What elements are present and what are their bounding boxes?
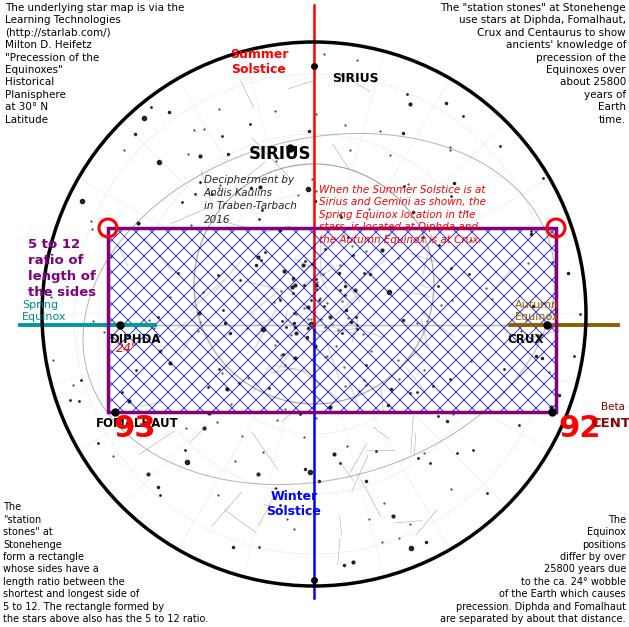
Text: SIRIUS: SIRIUS (249, 145, 311, 163)
Text: Spring
Equinox: Spring Equinox (22, 300, 67, 322)
Text: Decipherment by
Andis Kaulins
in Traben-Tarbach
2016: Decipherment by Andis Kaulins in Traben-… (204, 175, 297, 224)
Text: The
"station
stones" at
Stonehenge
form a rectangle
whose sides have a
length ra: The "station stones" at Stonehenge form … (3, 502, 208, 624)
Text: 92: 92 (558, 414, 601, 443)
Text: 24": 24" (116, 342, 138, 355)
Text: The underlying star map is via the
Learning Technologies
(http://starlab.com/)
M: The underlying star map is via the Learn… (5, 3, 184, 125)
Text: CRUX: CRUX (507, 333, 543, 346)
Text: CENTAURUS: CENTAURUS (591, 417, 629, 430)
Text: Winter
Solstice: Winter Solstice (267, 490, 321, 518)
Text: FOMALHAUT: FOMALHAUT (96, 417, 179, 430)
Text: Autumn
Equinox: Autumn Equinox (515, 300, 560, 322)
Text: Summer
Solstice: Summer Solstice (230, 48, 288, 76)
Text: SIRIUS: SIRIUS (332, 72, 379, 85)
Text: The "station stones" at Stonehenge
use stars at Diphda, Fomalhaut,
Crux and Cent: The "station stones" at Stonehenge use s… (440, 3, 626, 125)
Text: 5 to 12
ratio of
length of
the sides: 5 to 12 ratio of length of the sides (28, 238, 96, 299)
Text: When the Summer Solstice is at
Sirius and Gemini as shown, the
Spring Equinox lo: When the Summer Solstice is at Sirius an… (319, 185, 486, 245)
Text: 93: 93 (113, 414, 155, 443)
Text: Beta Centauri: Beta Centauri (601, 402, 629, 412)
Circle shape (42, 42, 586, 586)
Text: The
Equinox
positions
differ by over
25800 years due
to the ca. 24° wobble
of th: The Equinox positions differ by over 258… (440, 515, 626, 624)
Text: DIPHDA: DIPHDA (110, 333, 162, 346)
Bar (108, 228, 556, 412)
